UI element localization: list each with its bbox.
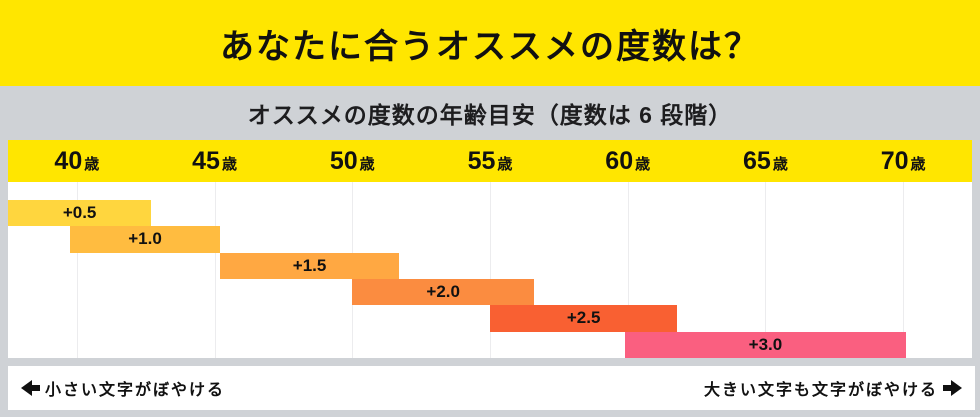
age-tick-number: 60 bbox=[605, 146, 634, 175]
gridline bbox=[76, 182, 78, 358]
diopter-bar-0.5: +0.5 bbox=[8, 200, 152, 227]
diopter-bar-1.5: +1.5 bbox=[220, 252, 400, 279]
caption-left-label: 小さい文字がぼやける bbox=[45, 382, 226, 399]
left-arrow-icon bbox=[21, 380, 40, 396]
age-tick-55: 55 歳 bbox=[468, 140, 513, 182]
age-tick-number: 70 bbox=[880, 146, 909, 175]
age-tick-number: 40 bbox=[54, 146, 83, 175]
age-chart: 40 歳 45 歳 50 歳 55 歳 60 歳 65 歳 70 歳 +0.5 +1.0 +1.5 +2.0 +2… bbox=[8, 140, 972, 358]
age-unit-label: 歳 bbox=[772, 156, 788, 173]
diopter-bar-3.0: +3.0 bbox=[624, 331, 906, 358]
gridline bbox=[903, 182, 905, 358]
age-tick-number: 65 bbox=[743, 146, 771, 175]
age-unit-label: 歳 bbox=[910, 156, 926, 173]
age-tick-45: 45 歳 bbox=[192, 140, 237, 182]
age-tick-number: 50 bbox=[329, 146, 358, 175]
age-axis: 40 歳 45 歳 50 歳 55 歳 60 歳 65 歳 70 歳 bbox=[8, 140, 972, 182]
age-unit-label: 歳 bbox=[84, 156, 100, 173]
chart-plot-area: +0.5 +1.0 +1.5 +2.0 +2.5 +3.0 bbox=[8, 182, 972, 358]
bar-label: +1.5 bbox=[292, 255, 327, 275]
bar-label: +3.0 bbox=[748, 334, 783, 354]
caption-right-label: 大きい文字も文字がぼやける bbox=[703, 382, 938, 399]
age-tick-40: 40 歳 bbox=[54, 140, 99, 182]
caption-bar: 小さい文字がぼやける 大きい文字も文字がぼやける bbox=[8, 366, 975, 410]
age-unit-label: 歳 bbox=[221, 156, 237, 173]
age-tick-60: 60 歳 bbox=[605, 140, 650, 182]
right-arrow-icon bbox=[943, 380, 962, 396]
age-tick-50: 50 歳 bbox=[330, 140, 375, 182]
age-unit-label: 歳 bbox=[359, 156, 375, 173]
gridline bbox=[214, 182, 216, 358]
age-tick-number: 45 bbox=[192, 146, 220, 175]
age-tick-number: 55 bbox=[467, 146, 496, 175]
title-banner: あなたに合うオススメの度数は？ bbox=[0, 0, 980, 86]
gridline bbox=[627, 182, 629, 358]
caption-left: 小さい文字がぼやける bbox=[21, 376, 225, 400]
chart-subtitle: オススメの度数の年齢目安（度数は 6 段階） bbox=[247, 102, 733, 128]
diopter-bar-2.5: +2.5 bbox=[490, 305, 678, 332]
gridline bbox=[765, 182, 767, 358]
gridline bbox=[490, 182, 491, 358]
age-tick-70: 70 歳 bbox=[881, 140, 926, 182]
age-unit-label: 歳 bbox=[497, 156, 513, 173]
subtitle-band: オススメの度数の年齢目安（度数は 6 段階） bbox=[0, 86, 980, 140]
bar-label: +2.0 bbox=[426, 282, 460, 302]
diopter-bar-1.0: +1.0 bbox=[69, 226, 221, 253]
diopter-bar-2.0: +2.0 bbox=[352, 279, 535, 306]
page-title: あなたに合うオススメの度数は？ bbox=[220, 27, 760, 66]
bar-label: +0.5 bbox=[62, 203, 97, 223]
bar-label: +2.5 bbox=[566, 308, 601, 328]
bar-label: +1.0 bbox=[128, 229, 162, 249]
age-tick-65: 65 歳 bbox=[743, 140, 788, 182]
age-unit-label: 歳 bbox=[635, 156, 651, 173]
caption-right: 大きい文字も文字がぼやける bbox=[704, 376, 962, 400]
